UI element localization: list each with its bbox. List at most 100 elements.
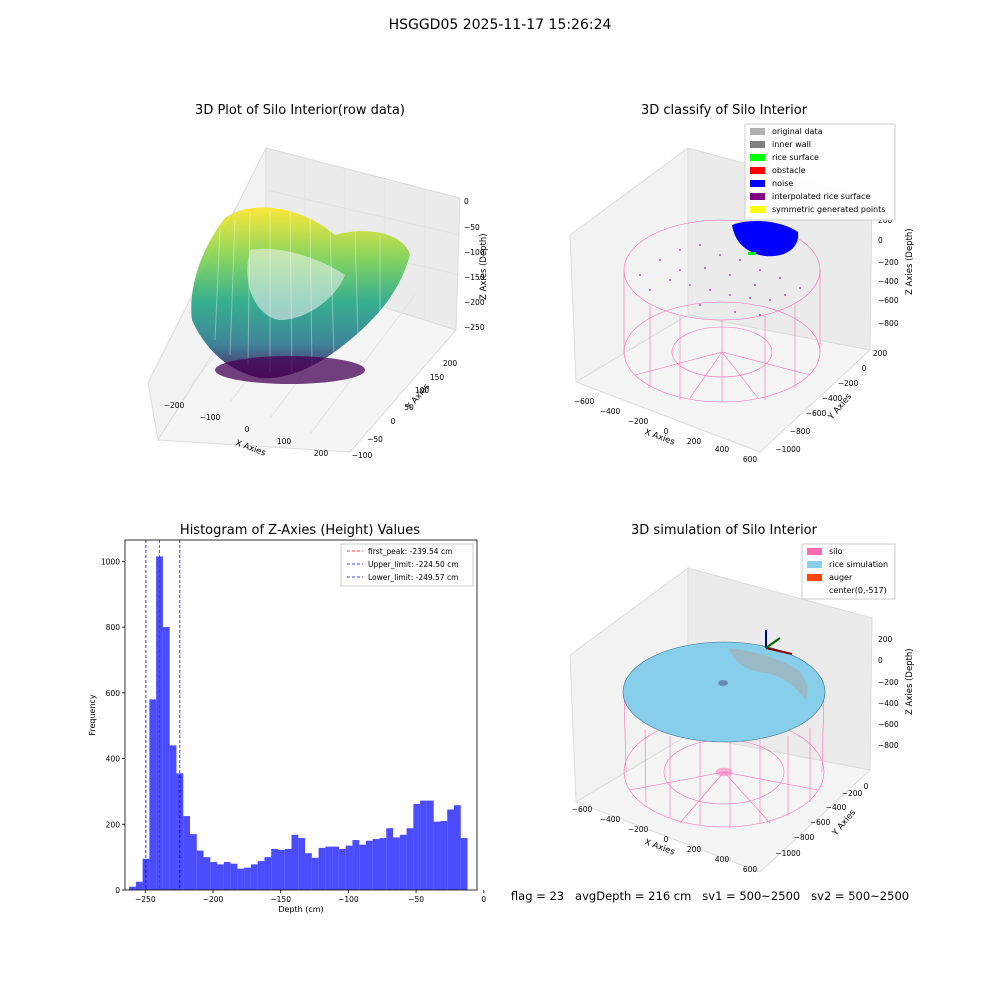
histogram-bar	[149, 699, 157, 890]
plot-frame	[124, 539, 478, 891]
histogram-bar	[156, 556, 163, 890]
z-tick: 200	[878, 635, 893, 644]
y-tick: 100	[415, 386, 430, 395]
y-tick: −400	[826, 803, 847, 812]
y-tick: −400	[822, 394, 843, 403]
z-tick: −200	[878, 258, 899, 267]
y-tick: −50	[367, 435, 383, 444]
legend-swatch	[750, 167, 765, 174]
histogram-bar	[352, 840, 360, 890]
raw-point-cloud	[191, 207, 410, 384]
x-tick: −200	[164, 401, 185, 410]
z-tick: −200	[464, 298, 485, 307]
histogram-bar	[386, 828, 394, 890]
histogram-bar	[284, 848, 292, 890]
x-tick: 600	[743, 865, 758, 874]
z-axis-label: Z Axies (Depth)	[905, 228, 915, 295]
x-tick-label: 0	[481, 895, 486, 904]
histogram-bar	[379, 838, 387, 890]
y-tick-label: 800	[106, 623, 121, 632]
histogram-bar	[169, 745, 177, 890]
classify-plot-title: 3D classify of Silo Interior	[640, 103, 808, 118]
y-tick: −600	[810, 818, 831, 827]
histogram-bar	[453, 805, 461, 890]
y-tick: −200	[838, 379, 859, 388]
x-tick: 400	[715, 445, 730, 454]
legend-entry: obstacle	[772, 166, 806, 175]
raw-3d-plot: −200 −100 0 100 200 −100 −50 0 50 100 15…	[147, 147, 489, 460]
z-tick: −600	[878, 296, 899, 305]
histogram-bar	[372, 839, 380, 890]
simulation-plot-title: 3D simulation of Silo Interior	[631, 523, 817, 538]
simulation-legend: silo rice simulation auger center(0,-517)	[801, 543, 896, 600]
legend-entry: Lower_limit: -249.57 cm	[368, 573, 458, 582]
z-axis-label: Z Axies (Depth)	[479, 233, 489, 300]
x-axis-label: Depth (cm)	[278, 905, 323, 914]
legend-swatch	[750, 193, 765, 200]
histogram-bar	[345, 845, 353, 890]
x-tick-label: −50	[408, 895, 424, 904]
x-axis-label: X Axies	[643, 427, 676, 447]
histogram-legend: first_peak: -239.54 cm Upper_limit: -224.…	[340, 543, 474, 587]
histogram-bar	[420, 800, 427, 890]
histogram-bar	[189, 834, 197, 890]
histogram-bar	[413, 803, 421, 890]
histogram-bar	[129, 886, 136, 890]
histogram-bar	[142, 858, 150, 890]
histogram-bar	[230, 863, 238, 890]
y-tick: 0	[862, 364, 867, 373]
y-tick: 0	[864, 782, 869, 791]
x-tick: 400	[715, 855, 730, 864]
z-tick: 0	[878, 236, 883, 245]
z-tick: −600	[878, 720, 899, 729]
histogram-bar	[298, 838, 306, 890]
classify-legend: original data inner wall rice surface obsta…	[744, 123, 896, 221]
z-tick: −200	[878, 678, 899, 687]
legend-entry: inner wall	[772, 140, 811, 149]
legend-swatch	[750, 141, 765, 148]
simulation-3d-plot: −600 −400 −200 0 200 400 600 −1000 −800 …	[569, 543, 915, 874]
histogram-bar	[291, 834, 299, 890]
x-tick-label: −150	[270, 895, 291, 904]
x-tick: 200	[687, 845, 702, 854]
histogram-bar	[460, 838, 468, 890]
histogram-bar	[196, 850, 204, 890]
histogram-bar	[447, 809, 454, 890]
status-line: flag = 23 avgDepth = 216 cm sv1 = 500~25…	[510, 889, 910, 903]
histogram-bar	[311, 857, 319, 890]
auger-marker	[765, 630, 793, 655]
silo-wireframe	[623, 219, 821, 403]
legend-swatch	[807, 574, 822, 581]
histogram-bar	[210, 862, 218, 890]
histogram-bar	[237, 868, 245, 890]
histogram-bar	[277, 849, 285, 890]
histogram-bar	[135, 881, 143, 890]
histogram-bar	[257, 861, 265, 890]
y-tick: 200	[873, 349, 888, 358]
y-tick-label: 1000	[101, 557, 120, 566]
noise-points	[732, 220, 799, 257]
x-tick: 200	[687, 437, 702, 446]
y-tick: 50	[404, 403, 414, 412]
z-tick: −150	[464, 273, 485, 282]
histogram-bar	[223, 862, 231, 890]
z-tick: −400	[878, 699, 899, 708]
x-tick-label: −250	[135, 895, 156, 904]
histogram-bar	[406, 828, 414, 890]
legend-swatch	[807, 561, 822, 568]
x-tick: 100	[277, 437, 292, 446]
legend-swatch	[750, 206, 765, 213]
histogram-bar	[264, 857, 272, 890]
y-tick-label: 200	[106, 820, 121, 829]
histogram-bar	[305, 853, 312, 890]
rice-surface	[622, 641, 826, 743]
legend-swatch	[750, 128, 765, 135]
histogram-bar	[244, 867, 251, 890]
y-tick: −100	[352, 451, 373, 460]
y-tick-label: 400	[106, 755, 121, 764]
z-tick: −50	[464, 223, 480, 232]
x-tick: −200	[628, 417, 649, 426]
histogram-bar	[426, 800, 434, 890]
x-tick: −600	[572, 805, 593, 814]
histogram-bar	[271, 848, 278, 890]
